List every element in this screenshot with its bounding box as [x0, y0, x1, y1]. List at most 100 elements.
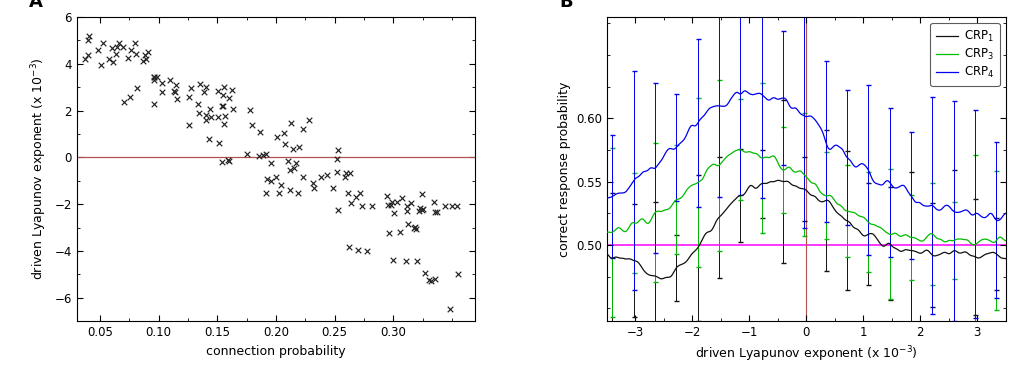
- CRP$_4$: [964, 211, 976, 215]
- CRP$_4$: [991, 218, 1004, 223]
- CRP$_1$: [602, 253, 615, 257]
- CRP$_1$: [773, 178, 785, 183]
- Point: [399, 220, 416, 226]
- Point: [426, 200, 442, 206]
- Point: [398, 208, 415, 214]
- Point: [412, 205, 429, 211]
- Point: [381, 230, 397, 236]
- Point: [421, 277, 437, 283]
- Point: [276, 130, 292, 136]
- Point: [191, 110, 207, 116]
- Text: A: A: [29, 0, 43, 11]
- CRP$_3$: [938, 239, 951, 244]
- Point: [120, 55, 137, 62]
- Point: [444, 203, 460, 209]
- CRP$_1$: [839, 218, 852, 222]
- Y-axis label: correct response probability: correct response probability: [557, 81, 571, 257]
- CRP$_4$: [738, 89, 750, 93]
- Point: [268, 174, 284, 180]
- Point: [81, 33, 97, 39]
- Point: [108, 51, 125, 57]
- Point: [123, 93, 139, 100]
- Point: [221, 158, 237, 164]
- Point: [153, 89, 169, 95]
- Point: [386, 210, 402, 216]
- Point: [215, 103, 232, 109]
- Point: [90, 48, 106, 54]
- CRP$_3$: [839, 208, 852, 213]
- CRP$_3$: [964, 240, 976, 244]
- Point: [343, 200, 359, 206]
- Point: [272, 190, 288, 196]
- Point: [330, 207, 346, 214]
- CRP$_1$: [655, 277, 668, 281]
- Point: [224, 87, 240, 93]
- Point: [241, 107, 257, 113]
- CRP$_1$: [847, 225, 860, 230]
- Point: [182, 93, 198, 100]
- Point: [290, 190, 306, 196]
- Point: [146, 74, 162, 80]
- Point: [353, 203, 370, 209]
- Point: [251, 129, 268, 135]
- Point: [94, 40, 110, 46]
- Point: [320, 171, 336, 177]
- Point: [217, 112, 234, 119]
- Point: [283, 120, 299, 127]
- Point: [410, 208, 427, 214]
- Line: CRP$_4$: CRP$_4$: [606, 91, 1006, 221]
- Point: [135, 58, 151, 64]
- Point: [258, 151, 275, 157]
- Point: [123, 47, 139, 53]
- Point: [216, 84, 233, 90]
- Point: [111, 40, 128, 46]
- Point: [221, 95, 237, 101]
- Point: [129, 51, 145, 57]
- Point: [210, 114, 227, 120]
- CRP$_3$: [1000, 238, 1012, 243]
- Point: [137, 52, 153, 58]
- CRP$_4$: [602, 196, 615, 200]
- Point: [330, 147, 346, 154]
- Point: [437, 203, 453, 209]
- Line: CRP$_3$: CRP$_3$: [606, 150, 1006, 245]
- Point: [384, 198, 400, 204]
- Point: [389, 199, 405, 205]
- Point: [385, 257, 401, 263]
- Point: [273, 182, 289, 188]
- Point: [104, 44, 120, 51]
- Point: [406, 225, 423, 231]
- Point: [145, 78, 161, 84]
- Point: [363, 203, 380, 209]
- Point: [398, 258, 415, 264]
- Point: [198, 84, 214, 90]
- Point: [441, 306, 457, 312]
- Point: [244, 122, 260, 128]
- Point: [379, 193, 395, 200]
- Y-axis label: driven Lyapunov exponent (x 10$^{-3}$): driven Lyapunov exponent (x 10$^{-3}$): [30, 58, 49, 280]
- Point: [166, 89, 183, 95]
- Point: [196, 89, 212, 95]
- CRP$_3$: [838, 207, 850, 212]
- Point: [326, 185, 342, 191]
- Point: [258, 190, 275, 196]
- CRP$_4$: [838, 150, 850, 155]
- Point: [183, 85, 199, 91]
- Point: [81, 52, 97, 58]
- Point: [341, 170, 357, 176]
- Point: [350, 247, 367, 253]
- Point: [339, 190, 355, 196]
- Point: [329, 156, 345, 162]
- Point: [198, 117, 214, 123]
- Point: [415, 207, 431, 214]
- Point: [105, 59, 121, 65]
- Point: [167, 82, 184, 88]
- Point: [270, 134, 286, 140]
- Point: [423, 278, 439, 284]
- Point: [359, 248, 376, 254]
- Point: [209, 88, 226, 94]
- Point: [313, 174, 330, 180]
- Point: [161, 77, 178, 83]
- Point: [408, 226, 425, 232]
- CRP$_4$: [938, 204, 951, 209]
